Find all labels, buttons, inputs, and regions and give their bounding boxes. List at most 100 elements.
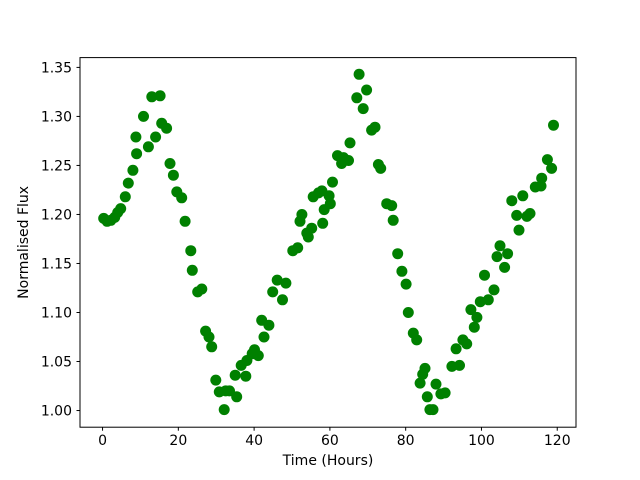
data-point (115, 203, 127, 215)
data-point (430, 378, 442, 390)
data-point (414, 377, 426, 389)
data-point (258, 331, 270, 343)
data-point (450, 343, 462, 355)
x-axis-label: Time (Hours) (282, 453, 374, 469)
data-point (546, 162, 558, 174)
x-tick-label: 120 (544, 433, 571, 449)
data-point (353, 68, 365, 80)
y-tick-label: 1.15 (41, 256, 72, 272)
axes-frame (79, 57, 577, 428)
data-point (506, 195, 518, 207)
data-point (267, 286, 279, 298)
data-point (402, 307, 414, 318)
data-point (150, 131, 162, 143)
data-point (196, 283, 208, 295)
data-point (161, 122, 173, 134)
data-point (488, 284, 500, 296)
data-point (454, 359, 465, 371)
data-point (324, 198, 336, 210)
data-point (491, 251, 503, 263)
data-point (154, 90, 166, 102)
x-axis: 0 20 40 60 80 100 120 (98, 427, 571, 449)
data-point (176, 192, 188, 204)
y-axis: 1.00 1.05 1.10 1.15 1.20 1.25 1.30 1.35 (41, 60, 80, 420)
data-point (122, 177, 134, 189)
x-tick-label: 20 (169, 433, 187, 449)
data-point (167, 169, 179, 181)
data-point (252, 350, 264, 362)
data-point (292, 242, 304, 254)
y-tick-label: 1.20 (41, 207, 72, 223)
data-point (146, 91, 158, 103)
data-point (548, 119, 559, 131)
data-point (179, 215, 191, 227)
y-tick-label: 1.35 (41, 60, 72, 76)
data-point (343, 155, 354, 166)
data-point (513, 224, 525, 236)
data-point (131, 148, 143, 160)
data-point (419, 362, 431, 374)
data-point (361, 84, 373, 96)
data-point (317, 217, 329, 229)
data-point (119, 191, 131, 203)
y-axis-label: Normalised Flux (16, 186, 32, 299)
x-tick-label: 100 (468, 433, 495, 449)
data-point (499, 261, 511, 273)
data-point (421, 391, 433, 403)
data-point (375, 162, 387, 174)
data-point (541, 154, 553, 166)
data-point (296, 209, 308, 220)
data-point (218, 404, 230, 416)
y-tick-label: 1.25 (41, 158, 72, 174)
data-point (517, 190, 529, 202)
data-point (479, 269, 490, 281)
data-point (482, 294, 494, 306)
data-point (396, 265, 408, 277)
data-point (392, 248, 404, 260)
data-point (344, 137, 356, 149)
data-point (411, 334, 423, 346)
data-point (427, 404, 439, 416)
x-tick-label: 0 (98, 433, 107, 449)
data-point (471, 311, 483, 323)
data-point (468, 321, 480, 333)
data-point (494, 240, 506, 252)
data-point (400, 278, 412, 290)
data-point (231, 391, 243, 403)
data-point (185, 245, 197, 257)
data-point (240, 370, 252, 382)
data-point (271, 274, 283, 286)
data-point (327, 176, 338, 188)
data-point (186, 264, 198, 276)
x-tick-label: 80 (397, 433, 415, 449)
data-point (277, 294, 288, 306)
y-tick-label: 1.05 (41, 355, 72, 371)
data-point (142, 141, 154, 153)
data-point (351, 92, 363, 104)
data-point (280, 277, 292, 289)
data-points-group (98, 68, 559, 416)
x-tick-label: 60 (321, 433, 339, 449)
data-point (127, 164, 139, 176)
data-point (263, 319, 275, 331)
data-point (138, 110, 149, 122)
data-point (306, 222, 318, 234)
y-tick-label: 1.00 (41, 404, 72, 420)
x-tick-label: 40 (245, 433, 263, 449)
data-point (386, 200, 398, 212)
y-tick-label: 1.10 (41, 305, 72, 321)
data-point (461, 338, 473, 350)
data-point (502, 248, 514, 260)
data-point (387, 214, 399, 226)
data-point (535, 180, 547, 192)
data-point (465, 304, 477, 316)
data-point (203, 331, 215, 343)
data-point (130, 131, 142, 143)
data-point (206, 341, 218, 353)
data-point (164, 158, 176, 169)
data-point (369, 121, 381, 133)
y-tick-label: 1.30 (41, 109, 72, 125)
